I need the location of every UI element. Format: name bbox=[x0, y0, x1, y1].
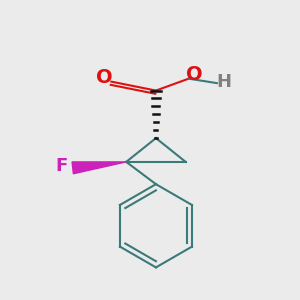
Polygon shape bbox=[72, 162, 126, 174]
Text: F: F bbox=[55, 157, 68, 175]
Text: O: O bbox=[186, 65, 203, 84]
Text: O: O bbox=[96, 68, 112, 87]
Text: H: H bbox=[217, 73, 232, 91]
